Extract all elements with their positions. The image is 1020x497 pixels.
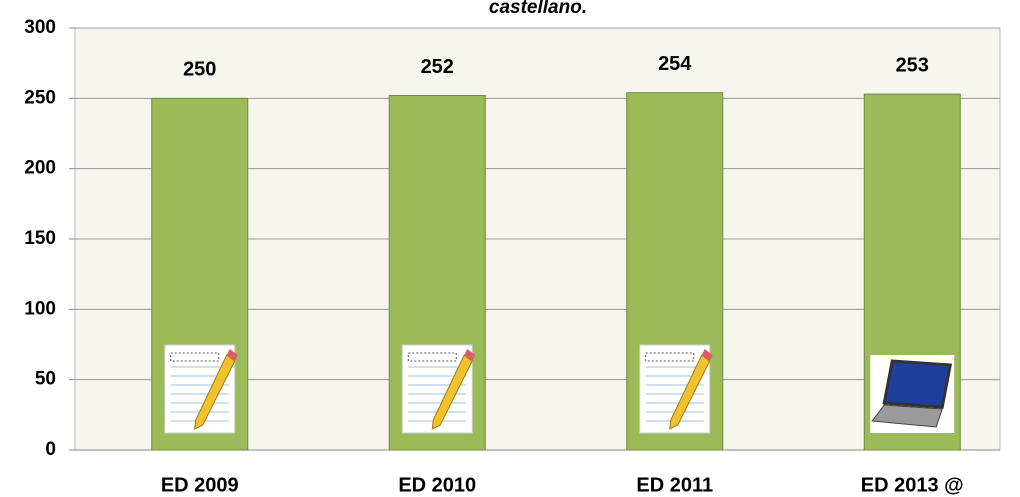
data-label: 253	[896, 54, 929, 76]
x-tick-label: ED 2010	[398, 474, 476, 496]
icon-rings	[407, 352, 457, 362]
y-tick-label: 50	[35, 369, 56, 390]
laptop-icon	[870, 355, 955, 433]
icons	[164, 344, 955, 434]
data-label: 252	[421, 56, 454, 78]
y-tick-label: 300	[24, 17, 56, 38]
icon-pencil	[194, 354, 236, 430]
y-tick-label: 150	[24, 228, 56, 249]
x-tick-label: ED 2011	[636, 474, 713, 496]
data-label: 254	[658, 53, 692, 75]
notepad-icon	[401, 344, 476, 434]
data-label: 250	[183, 59, 216, 81]
icon-pencil	[669, 354, 711, 430]
y-tick-label: 200	[24, 158, 56, 179]
notepad-icon	[164, 344, 238, 434]
icon-pencil	[431, 354, 473, 430]
icon-eraser	[464, 349, 476, 361]
icon-base	[871, 404, 943, 428]
icon-eraser	[701, 349, 713, 361]
icon-rings	[645, 352, 695, 362]
icon-screen	[882, 359, 953, 409]
y-tick-label: 250	[24, 87, 56, 108]
x-tick-label: ED 2013 @	[861, 474, 964, 496]
y-tick-label: 0	[45, 439, 56, 460]
icon-paper	[164, 344, 236, 434]
chart-title: castellano.	[489, 0, 587, 18]
x-tick-label: ED 2009	[161, 474, 239, 496]
icon-rings	[170, 352, 220, 362]
notepad-icon	[639, 344, 713, 434]
icon-eraser	[226, 349, 238, 361]
y-tick-label: 100	[24, 298, 56, 319]
